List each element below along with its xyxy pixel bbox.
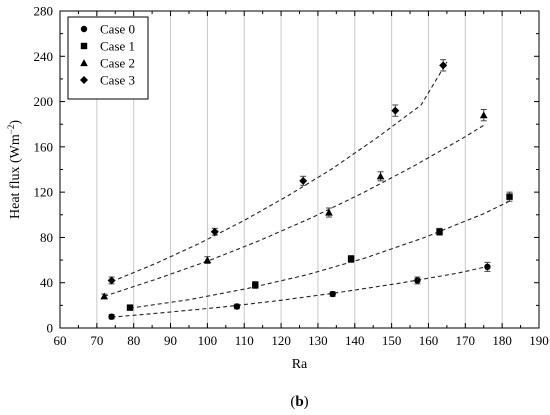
caption-letter: b — [295, 394, 303, 410]
caption-close: ) — [304, 394, 309, 410]
x-tick-label-140: 140 — [345, 333, 365, 348]
x-tick-label-150: 150 — [382, 333, 402, 348]
marker-circle — [329, 290, 336, 298]
marker-diamond — [299, 176, 308, 185]
data-point — [203, 256, 212, 264]
y-tick-label-240: 240 — [34, 49, 54, 64]
caption-open: ( — [290, 394, 295, 410]
marker-triangle — [203, 256, 212, 264]
data-point — [391, 104, 400, 117]
data-point — [436, 227, 443, 236]
marker-circle — [108, 313, 115, 320]
x-tick-label-160: 160 — [419, 333, 439, 348]
y-tick-label-120: 120 — [34, 185, 54, 200]
data-point — [100, 292, 109, 300]
legend-label: Case 3 — [100, 73, 135, 88]
data-point — [479, 108, 488, 122]
x-tick-label-90: 90 — [164, 333, 177, 348]
y-tick-label-40: 40 — [40, 275, 53, 290]
marker-circle — [233, 303, 241, 310]
marker-triangle — [325, 208, 333, 216]
x-tick-label-190: 190 — [529, 333, 549, 348]
grid-lines — [96, 11, 503, 328]
marker-circle — [484, 263, 491, 271]
y-axis-title-main: Heat flux (Wm — [8, 134, 23, 219]
data-point — [376, 171, 385, 182]
data-point — [107, 276, 116, 285]
x-tick-label-170: 170 — [456, 333, 476, 348]
y-tick-label-280: 280 — [34, 4, 54, 19]
data-point — [233, 303, 241, 310]
figure-caption: (b) — [290, 394, 308, 410]
marker-square — [506, 193, 513, 200]
data-point — [439, 59, 448, 72]
x-axis-title: Ra — [292, 357, 308, 372]
data-point — [299, 175, 308, 186]
y-axis-title-exponent: −2 — [6, 125, 16, 135]
legend: Case 0 Case 1 Case 2 Case 3 — [67, 16, 149, 100]
legend-marker-circle — [80, 25, 88, 33]
fit-line-series-2 — [104, 124, 484, 297]
x-tick-label-180: 180 — [492, 333, 512, 348]
data-point — [484, 261, 491, 272]
x-tick-label-80: 80 — [127, 333, 140, 348]
legend-marker-square — [80, 42, 88, 50]
marker-circle — [414, 277, 421, 284]
legend-label: Case 0 — [100, 22, 135, 37]
x-tick-label-120: 120 — [271, 333, 291, 348]
marker-triangle — [479, 111, 488, 119]
x-tick-label-130: 130 — [308, 333, 328, 348]
legend-marker-triangle — [80, 59, 88, 67]
fit-line-series-1 — [129, 200, 510, 309]
marker-square — [436, 228, 443, 235]
fit-line-series-3 — [111, 61, 448, 283]
marker-square — [126, 304, 134, 311]
data-point — [252, 281, 259, 289]
legend-label: Case 1 — [100, 39, 135, 54]
x-tick-label-70: 70 — [90, 333, 103, 348]
data-point — [325, 207, 333, 218]
marker-triangle — [100, 292, 109, 300]
data-point — [506, 191, 513, 202]
y-tick-label-160: 160 — [34, 139, 54, 154]
marker-diamond — [210, 227, 219, 236]
data-points — [100, 59, 513, 320]
data-point — [210, 227, 219, 236]
legend-label: Case 2 — [100, 56, 135, 71]
marker-diamond — [107, 276, 116, 285]
marker-diamond — [439, 61, 448, 70]
marker-square — [347, 255, 355, 263]
data-point — [414, 276, 421, 285]
y-tick-label-80: 80 — [40, 230, 53, 245]
x-tick-label-60: 60 — [54, 333, 67, 348]
y-tick-label-200: 200 — [34, 94, 54, 109]
fit-line-series-0 — [111, 265, 492, 318]
x-tick-label-100: 100 — [198, 333, 218, 348]
data-point — [126, 304, 134, 311]
y-tick-label-0: 0 — [47, 321, 54, 336]
marker-triangle — [376, 172, 385, 180]
data-point — [108, 313, 115, 320]
data-point — [347, 255, 355, 263]
axis-ticks: 60 70 80 90 100 110 120 130 140 150 160 170 180 190 0 4… — [34, 4, 549, 349]
x-tick-label-110: 110 — [235, 333, 254, 348]
data-point — [329, 290, 336, 298]
y-axis-title-close: ) — [8, 120, 23, 125]
marker-square — [252, 281, 259, 289]
fit-lines — [104, 61, 510, 318]
y-axis-title: Heat flux (Wm−2) — [6, 120, 23, 219]
legend-marker-diamond — [80, 76, 88, 84]
marker-diamond — [391, 106, 400, 115]
